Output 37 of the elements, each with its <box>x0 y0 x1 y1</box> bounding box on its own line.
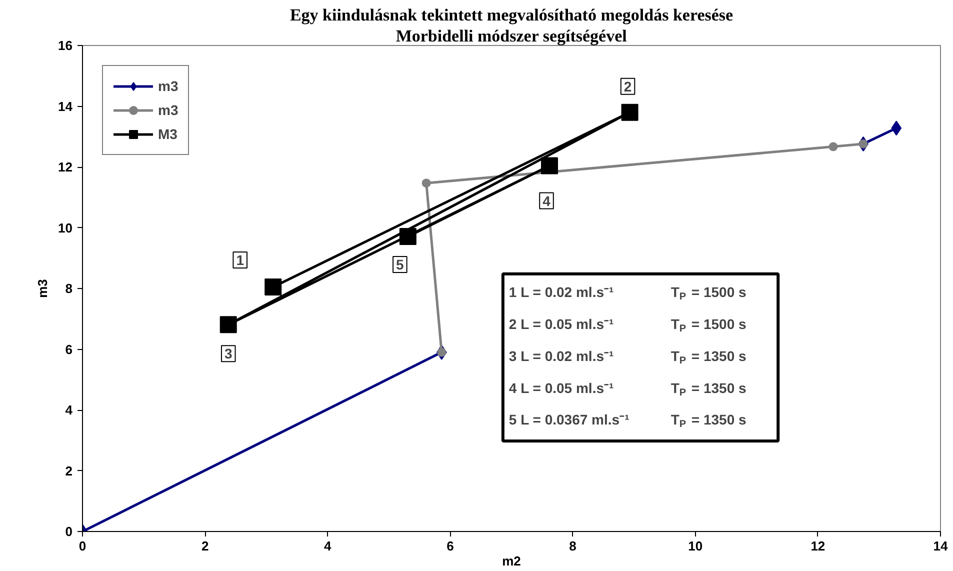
x-tick-label: 14 <box>933 538 948 554</box>
point <box>264 278 282 296</box>
point <box>422 178 431 188</box>
point <box>828 142 838 152</box>
legend-label: m3 <box>158 102 178 118</box>
annotation: 1 <box>236 252 244 268</box>
x-tick-label: 4 <box>324 538 332 554</box>
y-axis-title: m3 <box>35 279 50 298</box>
y-tick-label: 6 <box>65 342 73 357</box>
x-tick-label: 0 <box>78 538 86 554</box>
annotation: 5 <box>396 256 404 273</box>
chart-subtitle: Morbidelli módszer segítségével <box>396 26 628 46</box>
y-tick-label: 16 <box>58 38 73 53</box>
x-tick-label: 6 <box>446 538 454 554</box>
annotation: 4 <box>542 192 551 209</box>
y-tick-label: 12 <box>58 160 73 174</box>
y-tick-label: 0 <box>65 524 73 539</box>
point <box>220 316 237 334</box>
point <box>399 228 416 246</box>
y-tick-label: 8 <box>65 281 73 296</box>
annotation: 2 <box>624 78 632 94</box>
x-tick-label: 2 <box>201 538 209 554</box>
point <box>891 120 902 136</box>
y-tick-label: 2 <box>65 463 73 478</box>
x-tick-label: 12 <box>810 538 826 554</box>
x-tick-label: 10 <box>688 538 703 554</box>
point <box>540 157 558 174</box>
legend-label: M3 <box>158 126 178 142</box>
y-tick-label: 4 <box>65 402 74 418</box>
y-tick-label: 10 <box>58 220 73 236</box>
point <box>621 104 638 121</box>
legend-label: m3 <box>158 78 178 94</box>
y-tick-label: 14 <box>58 98 74 114</box>
chart-title: Egy kiindulásnak tekintett megvalósítható megoldás keresése <box>290 6 734 24</box>
x-tick-label: 8 <box>569 538 576 554</box>
x-axis-title: m2 <box>502 554 521 568</box>
annotation: 3 <box>224 346 232 362</box>
